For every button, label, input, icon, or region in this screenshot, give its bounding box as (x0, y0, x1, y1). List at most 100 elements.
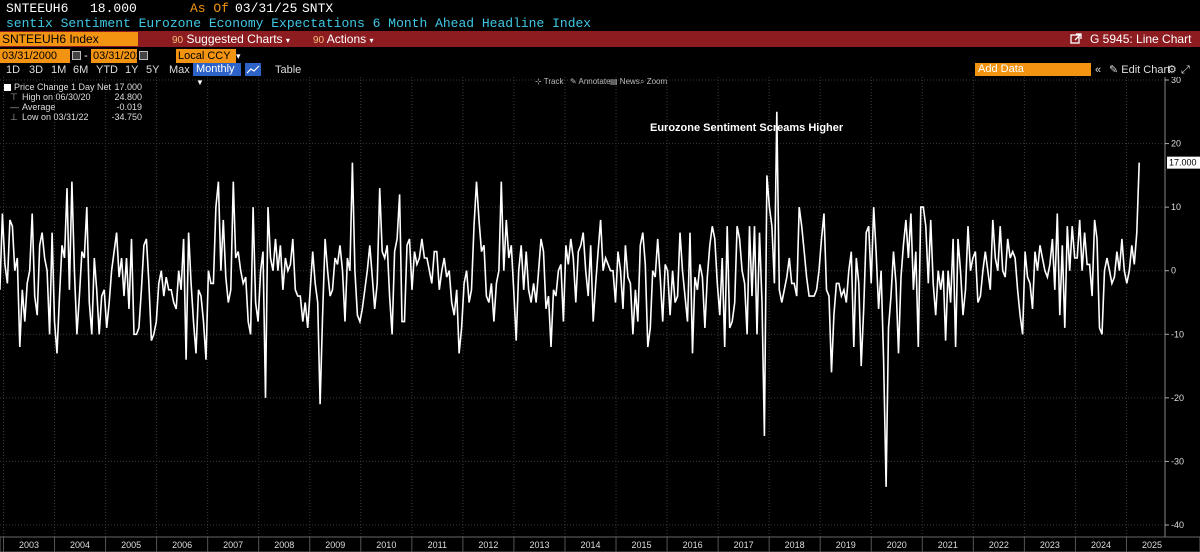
period-ytd[interactable]: YTD (96, 64, 118, 76)
calendar-icon[interactable] (72, 51, 81, 60)
security-description: sentix Sentiment Eurozone Economy Expect… (6, 16, 592, 31)
x-tick-label: 2005 (121, 540, 141, 550)
x-tick-label: 2016 (683, 540, 703, 550)
chevron-down-icon: ▼ (196, 78, 204, 87)
line-chart-icon[interactable] (245, 63, 261, 76)
legend-swatch (4, 84, 11, 91)
low-marker-icon: ⊥ (10, 112, 18, 122)
legend-avg-value: -0.019 (116, 102, 142, 112)
x-tick-label: 2014 (580, 540, 600, 550)
y-tick-label: 10 (1171, 202, 1181, 212)
x-tick-label: 2007 (223, 540, 243, 550)
y-tick-label: -10 (1171, 329, 1184, 339)
last-value-text: 17.000 (1169, 158, 1197, 168)
zoom-tool[interactable]: ⌕ Zoom (640, 77, 667, 87)
period-1m[interactable]: 1M (51, 64, 67, 76)
table-button[interactable]: Table (275, 64, 302, 76)
y-tick-label: -20 (1171, 393, 1184, 403)
news-icon: ▤ (610, 77, 618, 86)
expand-icon[interactable]: ⤢ (1181, 64, 1190, 76)
zoom-label: Zoom (646, 77, 668, 86)
x-tick-label: 2012 (478, 540, 498, 550)
pencil-icon: ✎ (1109, 64, 1119, 76)
edit-chart-button[interactable]: ✎ Edit Chart (1109, 63, 1170, 77)
legend-low-label: Low on 03/31/22 (22, 112, 89, 122)
legend-series-value: 17.000 (114, 82, 142, 92)
y-tick-label: -40 (1171, 520, 1184, 530)
period-6m[interactable]: 6M (73, 64, 89, 76)
calendar-icon[interactable] (139, 51, 148, 60)
command-toolbar: SNTEEUH6 Index 90 Suggested Charts ▾ 90 … (0, 31, 1200, 47)
ticker-row: SNTEEUH6 18.000 As Of 03/31/25 SNTX (0, 0, 1200, 17)
as-of-label: As Of (190, 1, 230, 16)
double-chevron-left-icon[interactable]: « (1095, 64, 1102, 76)
actions-button[interactable]: 90 Actions ▾ (313, 31, 374, 49)
x-tick-label: 2013 (529, 540, 549, 550)
x-tick-label: 2006 (172, 540, 192, 550)
x-tick-label: 2021 (938, 540, 958, 550)
x-tick-label: 2008 (274, 540, 294, 550)
last-value-box (1167, 156, 1200, 169)
legend-avg-label: Average (22, 102, 56, 112)
news-tool[interactable]: ▤ News (610, 77, 640, 86)
x-axis-band (0, 536, 1200, 552)
legend: Price Change 1 Day Net 17.000 ⊤ High on … (4, 82, 142, 122)
chevron-down-icon[interactable]: ▾ (236, 51, 241, 61)
currency-select[interactable]: Local CCY (176, 49, 236, 63)
legend-series[interactable]: Price Change 1 Day Net 17.000 (4, 82, 142, 92)
legend-low: ⊥ Low on 03/31/22 -34.750 (4, 112, 142, 122)
x-tick-label: 2003 (19, 540, 39, 550)
annotate-icon: ✎ (570, 77, 577, 86)
actions-num: 90 (313, 35, 325, 46)
frequency-select[interactable]: Monthly ▼ (193, 63, 241, 87)
x-tick-label: 2020 (887, 540, 907, 550)
settings-icon[interactable]: ⚙ (1167, 64, 1177, 76)
add-data-input[interactable]: Add Data (975, 63, 1091, 76)
annotate-label: Annotate (578, 77, 611, 86)
y-tick-label: 30 (1171, 77, 1181, 85)
legend-series-name: Price Change 1 Day Net (14, 82, 112, 92)
suggested-charts-label: Suggested Charts (186, 32, 283, 46)
frequency-label: Monthly (196, 63, 235, 75)
annotate-tool[interactable]: ✎ Annotate (570, 77, 611, 86)
zoom-icon: ⌕ (640, 77, 645, 86)
legend-high: ⊤ High on 06/30/20 24.800 (4, 92, 142, 102)
ticker-symbol: SNTEEUH6 (6, 1, 69, 16)
period-5y[interactable]: 5Y (146, 64, 160, 76)
external-link-icon[interactable] (1070, 31, 1082, 47)
start-date-field[interactable]: 03/31/2000 (0, 49, 70, 63)
security-field[interactable]: SNTEEUH6 Index (0, 32, 138, 46)
x-tick-label: 2010 (376, 540, 396, 550)
period-1d[interactable]: 1D (6, 64, 21, 76)
end-date-field[interactable]: 03/31/2025 (91, 49, 149, 63)
legend-high-value: 24.800 (114, 92, 142, 102)
x-tick-label: 2025 (1142, 540, 1162, 550)
date-range-row: 03/31/2000 - 03/31/2025 Local CCY ▾ (0, 49, 1200, 63)
x-tick-label: 2011 (428, 540, 447, 550)
high-marker-icon: ⊤ (10, 92, 18, 102)
period-1y[interactable]: 1Y (125, 64, 139, 76)
y-tick-label: 20 (1171, 139, 1181, 149)
x-tick-label: 2022 (989, 540, 1009, 550)
last-value: 18.000 (90, 1, 137, 16)
source-code: SNTX (302, 1, 334, 16)
y-tick-label: -30 (1171, 456, 1184, 466)
period-row: 1D 3D 1M 6M YTD 1Y 5Y Max Monthly ▼ Tabl… (0, 63, 1200, 87)
y-axis: 30 20 10 0 -10 -20 -30 -40 (1164, 77, 1184, 537)
suggested-charts-button[interactable]: 90 Suggested Charts ▾ (172, 31, 290, 49)
chart-name: G 5945: Line Chart (1090, 32, 1192, 46)
x-tick-label: 2009 (325, 540, 345, 550)
crosshair-icon: ⊹ (535, 77, 542, 86)
x-axis: 2003 2004 2005 2006 2007 2008 2009 2010 2011 2012… (0, 536, 1200, 552)
series-line (0, 111, 1140, 487)
x-tick-label: 2015 (632, 540, 652, 550)
x-tick-label: 2004 (70, 540, 90, 550)
track-tool[interactable]: ⊹ Track (535, 77, 563, 86)
legend-low-value: -34.750 (111, 112, 142, 122)
period-max[interactable]: Max (169, 64, 190, 76)
y-tick-label: 0 (1171, 266, 1176, 276)
average-marker-icon: — (10, 102, 19, 112)
period-3d[interactable]: 3D (29, 64, 44, 76)
x-tick-label: 2018 (785, 540, 805, 550)
